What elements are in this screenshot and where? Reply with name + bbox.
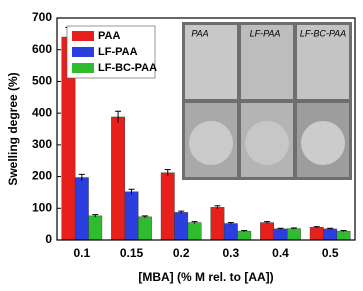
- y-tick-label: 0: [45, 232, 52, 246]
- legend-swatch: [72, 31, 94, 41]
- error-bar: [277, 227, 284, 230]
- error-bar: [327, 227, 334, 230]
- y-tick-label: 600: [32, 42, 52, 56]
- bar: [237, 230, 252, 241]
- y-axis-label: Swelling degree (%): [6, 72, 20, 185]
- error-bar: [141, 215, 148, 218]
- bar: [74, 177, 89, 241]
- x-tick-label: 0.5: [322, 246, 339, 260]
- bar: [260, 222, 274, 241]
- error-bar: [241, 229, 248, 232]
- inset-label: LF-PAA: [250, 28, 281, 38]
- error-bar: [340, 229, 347, 232]
- inset-photo: [182, 22, 352, 180]
- bar: [309, 227, 324, 241]
- y-tick-label: 200: [32, 169, 52, 183]
- legend-label: PAA: [98, 30, 120, 42]
- bar: [323, 228, 338, 241]
- error-bar: [264, 221, 271, 224]
- x-tick-label: 0.15: [120, 246, 144, 260]
- bar: [174, 212, 189, 241]
- y-tick-label: 700: [32, 10, 52, 24]
- legend-label: LF-PAA: [98, 46, 138, 58]
- x-axis-label: [MBA] (% M rel. to [AA]): [138, 270, 273, 284]
- legend-label: LF-BC-PAA: [98, 62, 157, 74]
- bar: [287, 228, 301, 241]
- bar: [336, 230, 351, 241]
- inset-label: PAA: [191, 28, 208, 38]
- bar: [223, 223, 238, 241]
- error-bar: [128, 188, 135, 195]
- bar: [210, 207, 225, 241]
- bar: [160, 172, 175, 241]
- error-bar: [115, 110, 122, 123]
- bar: [111, 116, 125, 241]
- bar: [273, 228, 288, 241]
- bar: [88, 215, 103, 241]
- error-bar: [227, 222, 234, 225]
- error-bar: [92, 214, 99, 218]
- legend-swatch: [72, 47, 94, 57]
- y-tick-label: 400: [32, 105, 52, 119]
- bar: [124, 191, 139, 241]
- error-bar: [178, 210, 185, 214]
- bar: [138, 216, 152, 241]
- error-bar: [164, 169, 171, 176]
- error-bar: [290, 227, 297, 230]
- x-tick-label: 0.1: [73, 246, 90, 260]
- bar: [187, 222, 202, 241]
- y-tick-label: 300: [32, 137, 52, 151]
- error-bar: [313, 226, 320, 228]
- x-tick-label: 0.2: [173, 246, 190, 260]
- y-tick-label: 500: [32, 74, 52, 88]
- error-bar: [214, 205, 221, 209]
- x-tick-label: 0.4: [272, 246, 289, 260]
- y-tick-label: 100: [32, 200, 52, 214]
- legend-swatch: [72, 63, 94, 73]
- error-bar: [78, 173, 85, 181]
- x-tick-label: 0.3: [222, 246, 239, 260]
- plot-frame: [56, 17, 356, 241]
- inset-label: LF-BC-PAA: [300, 28, 346, 38]
- error-bar: [191, 221, 198, 224]
